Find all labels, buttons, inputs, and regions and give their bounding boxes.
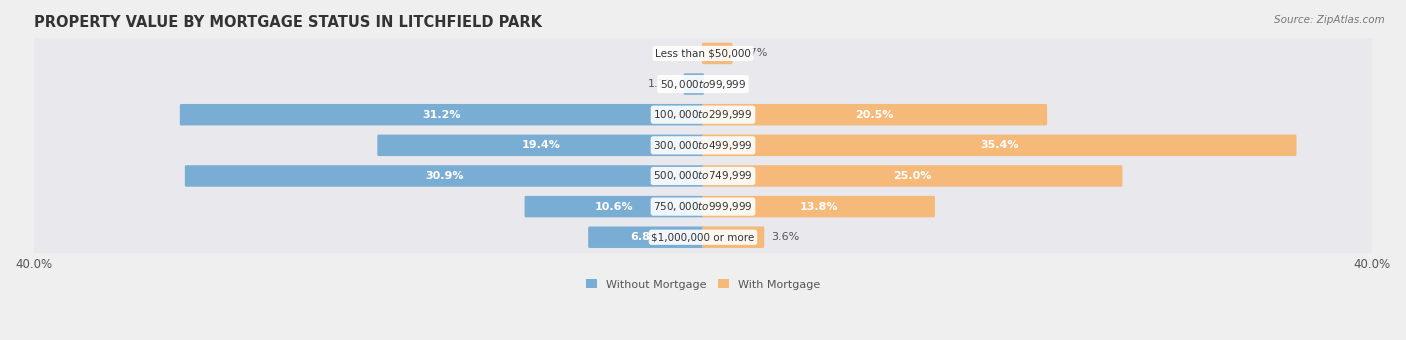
FancyBboxPatch shape <box>180 104 704 125</box>
FancyBboxPatch shape <box>22 126 1384 164</box>
Text: $100,000 to $299,999: $100,000 to $299,999 <box>654 108 752 121</box>
FancyBboxPatch shape <box>22 157 1384 195</box>
Text: $300,000 to $499,999: $300,000 to $499,999 <box>654 139 752 152</box>
FancyBboxPatch shape <box>702 165 1122 187</box>
Text: 6.8%: 6.8% <box>631 232 662 242</box>
FancyBboxPatch shape <box>702 196 935 217</box>
Text: 13.8%: 13.8% <box>799 202 838 211</box>
Text: Less than $50,000: Less than $50,000 <box>655 48 751 58</box>
Text: PROPERTY VALUE BY MORTGAGE STATUS IN LITCHFIELD PARK: PROPERTY VALUE BY MORTGAGE STATUS IN LIT… <box>34 15 541 30</box>
Text: 35.4%: 35.4% <box>980 140 1018 150</box>
FancyBboxPatch shape <box>22 219 1384 256</box>
FancyBboxPatch shape <box>702 226 765 248</box>
Text: $500,000 to $749,999: $500,000 to $749,999 <box>654 169 752 183</box>
Text: Source: ZipAtlas.com: Source: ZipAtlas.com <box>1274 15 1385 25</box>
Text: $1,000,000 or more: $1,000,000 or more <box>651 232 755 242</box>
FancyBboxPatch shape <box>702 135 1296 156</box>
Text: 19.4%: 19.4% <box>522 140 560 150</box>
FancyBboxPatch shape <box>588 226 704 248</box>
Text: $750,000 to $999,999: $750,000 to $999,999 <box>654 200 752 213</box>
FancyBboxPatch shape <box>22 96 1384 133</box>
FancyBboxPatch shape <box>524 196 704 217</box>
Text: 30.9%: 30.9% <box>425 171 464 181</box>
Text: 20.5%: 20.5% <box>855 110 894 120</box>
Text: 10.6%: 10.6% <box>595 202 634 211</box>
Text: 31.2%: 31.2% <box>423 110 461 120</box>
FancyBboxPatch shape <box>22 35 1384 72</box>
FancyBboxPatch shape <box>377 135 704 156</box>
Text: 1.7%: 1.7% <box>740 48 768 58</box>
FancyBboxPatch shape <box>702 104 1047 125</box>
FancyBboxPatch shape <box>702 43 733 64</box>
Legend: Without Mortgage, With Mortgage: Without Mortgage, With Mortgage <box>582 275 824 294</box>
FancyBboxPatch shape <box>184 165 704 187</box>
Text: 25.0%: 25.0% <box>893 171 931 181</box>
Text: 3.6%: 3.6% <box>772 232 800 242</box>
FancyBboxPatch shape <box>22 65 1384 103</box>
Text: 1.1%: 1.1% <box>648 79 676 89</box>
FancyBboxPatch shape <box>683 73 704 95</box>
Text: $50,000 to $99,999: $50,000 to $99,999 <box>659 78 747 90</box>
FancyBboxPatch shape <box>22 188 1384 225</box>
